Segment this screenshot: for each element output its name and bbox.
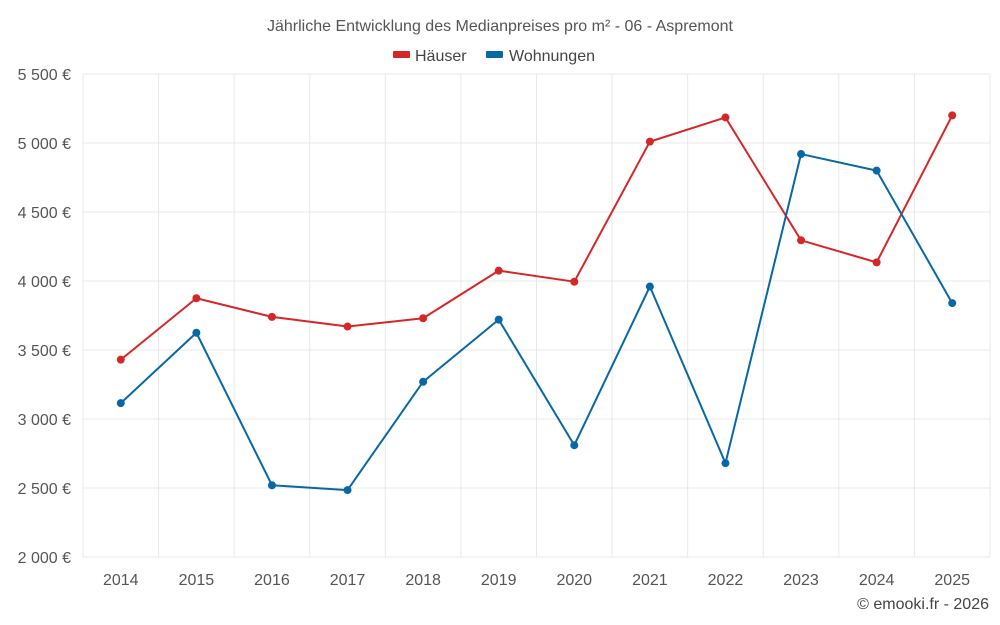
data-point-wohnungen[interactable] — [721, 459, 730, 468]
data-point-haeuser[interactable] — [872, 258, 881, 267]
data-point-wohnungen[interactable] — [343, 486, 352, 495]
data-point-wohnungen[interactable] — [192, 328, 201, 337]
x-tick-label: 2015 — [179, 572, 215, 589]
y-tick-label: 5 000 € — [18, 136, 71, 153]
data-point-haeuser[interactable] — [570, 277, 579, 286]
data-point-haeuser[interactable] — [192, 294, 201, 303]
legend: Häuser Wohnungen — [393, 48, 595, 65]
legend-item-haeuser[interactable]: Häuser — [393, 48, 467, 65]
data-point-haeuser[interactable] — [494, 266, 503, 275]
data-point-wohnungen[interactable] — [494, 315, 503, 324]
data-point-wohnungen[interactable] — [645, 282, 654, 291]
series-haeuser — [116, 111, 957, 364]
data-point-wohnungen[interactable] — [116, 399, 125, 408]
x-tick-label: 2020 — [556, 572, 592, 589]
legend-label-haeuser: Häuser — [415, 48, 467, 65]
data-point-haeuser[interactable] — [645, 137, 654, 146]
legend-swatch-haeuser — [393, 51, 410, 58]
x-tick-label: 2017 — [330, 572, 366, 589]
x-axis: 2014 2015 2016 2017 2018 2019 2020 2021 2022 2023… — [103, 572, 970, 589]
data-point-haeuser[interactable] — [116, 355, 125, 364]
data-point-haeuser[interactable] — [267, 312, 276, 321]
y-tick-label: 4 500 € — [18, 205, 71, 222]
x-tick-label: 2022 — [708, 572, 744, 589]
x-tick-label: 2023 — [783, 572, 819, 589]
data-point-haeuser[interactable] — [797, 236, 806, 245]
series-wohnungen — [116, 150, 957, 495]
series-line-haeuser — [120, 114, 954, 361]
y-axis: 2 000 € 2 500 € 3 000 € 3 500 € 4 000 € 4 500… — [18, 67, 71, 567]
data-point-wohnungen[interactable] — [872, 166, 881, 175]
x-tick-label: 2024 — [859, 572, 895, 589]
data-point-wohnungen[interactable] — [797, 150, 806, 159]
y-tick-label: 4 000 € — [18, 274, 71, 291]
y-tick-label: 3 500 € — [18, 343, 71, 360]
data-point-wohnungen[interactable] — [570, 441, 579, 450]
data-point-haeuser[interactable] — [343, 322, 352, 331]
y-tick-label: 2 500 € — [18, 481, 71, 498]
y-tick-label: 2 000 € — [18, 550, 71, 567]
series-line-wohnungen — [120, 153, 954, 492]
legend-swatch-wohnungen — [486, 51, 503, 58]
x-tick-label: 2019 — [481, 572, 517, 589]
series — [116, 111, 957, 495]
data-point-haeuser[interactable] — [419, 314, 428, 323]
credit-text: © emooki.fr - 2026 — [857, 596, 989, 613]
data-point-wohnungen[interactable] — [948, 299, 957, 308]
legend-label-wohnungen: Wohnungen — [509, 48, 595, 65]
data-point-haeuser[interactable] — [948, 111, 957, 120]
data-point-wohnungen[interactable] — [267, 481, 276, 490]
x-tick-label: 2014 — [103, 572, 139, 589]
y-tick-label: 3 000 € — [18, 412, 71, 429]
grid — [82, 73, 991, 558]
x-tick-label: 2016 — [254, 572, 290, 589]
chart-title: Jährliche Entwicklung des Medianpreises … — [267, 18, 734, 35]
legend-item-wohnungen[interactable]: Wohnungen — [486, 48, 595, 65]
x-tick-label: 2018 — [405, 572, 441, 589]
y-tick-label: 5 500 € — [18, 67, 71, 84]
x-tick-label: 2025 — [934, 572, 970, 589]
data-point-haeuser[interactable] — [721, 113, 730, 122]
data-point-wohnungen[interactable] — [419, 377, 428, 386]
x-tick-label: 2021 — [632, 572, 668, 589]
